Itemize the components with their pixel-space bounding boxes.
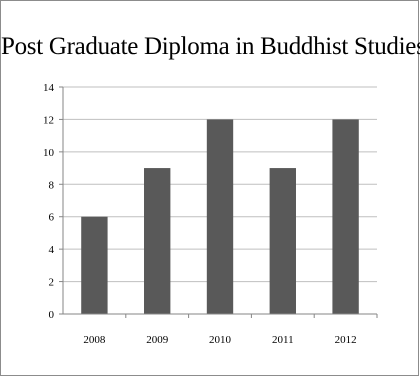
x-tick-label-2008: 2008 bbox=[83, 334, 106, 346]
tick-labels: 0 2 4 6 8 10 12 14 2008 2009 2010 2011 2012 bbox=[43, 82, 357, 346]
x-tick-label-2010: 2010 bbox=[209, 334, 232, 346]
y-tick-label: 6 bbox=[49, 212, 55, 224]
bar-2010 bbox=[206, 119, 234, 314]
y-tick-label: 2 bbox=[49, 277, 55, 289]
y-tick-label: 4 bbox=[49, 244, 55, 256]
y-tick-label: 10 bbox=[43, 147, 55, 159]
y-tick-label: 12 bbox=[43, 114, 54, 126]
x-tick-label-2009: 2009 bbox=[146, 334, 169, 346]
y-tick-label: 14 bbox=[43, 82, 55, 94]
bar-2011 bbox=[269, 168, 296, 314]
chart-title: Post Graduate Diploma in Buddhist Studie… bbox=[1, 33, 420, 60]
bar-2012 bbox=[332, 119, 359, 314]
bars bbox=[81, 119, 359, 314]
y-tick-label: 0 bbox=[49, 309, 55, 321]
x-tick-label-2011: 2011 bbox=[272, 334, 294, 346]
bar-2008 bbox=[81, 216, 108, 314]
bar-2009 bbox=[144, 168, 171, 314]
axes bbox=[59, 86, 378, 318]
y-tick-label: 8 bbox=[49, 179, 55, 191]
x-tick-label-2012: 2012 bbox=[335, 334, 357, 346]
